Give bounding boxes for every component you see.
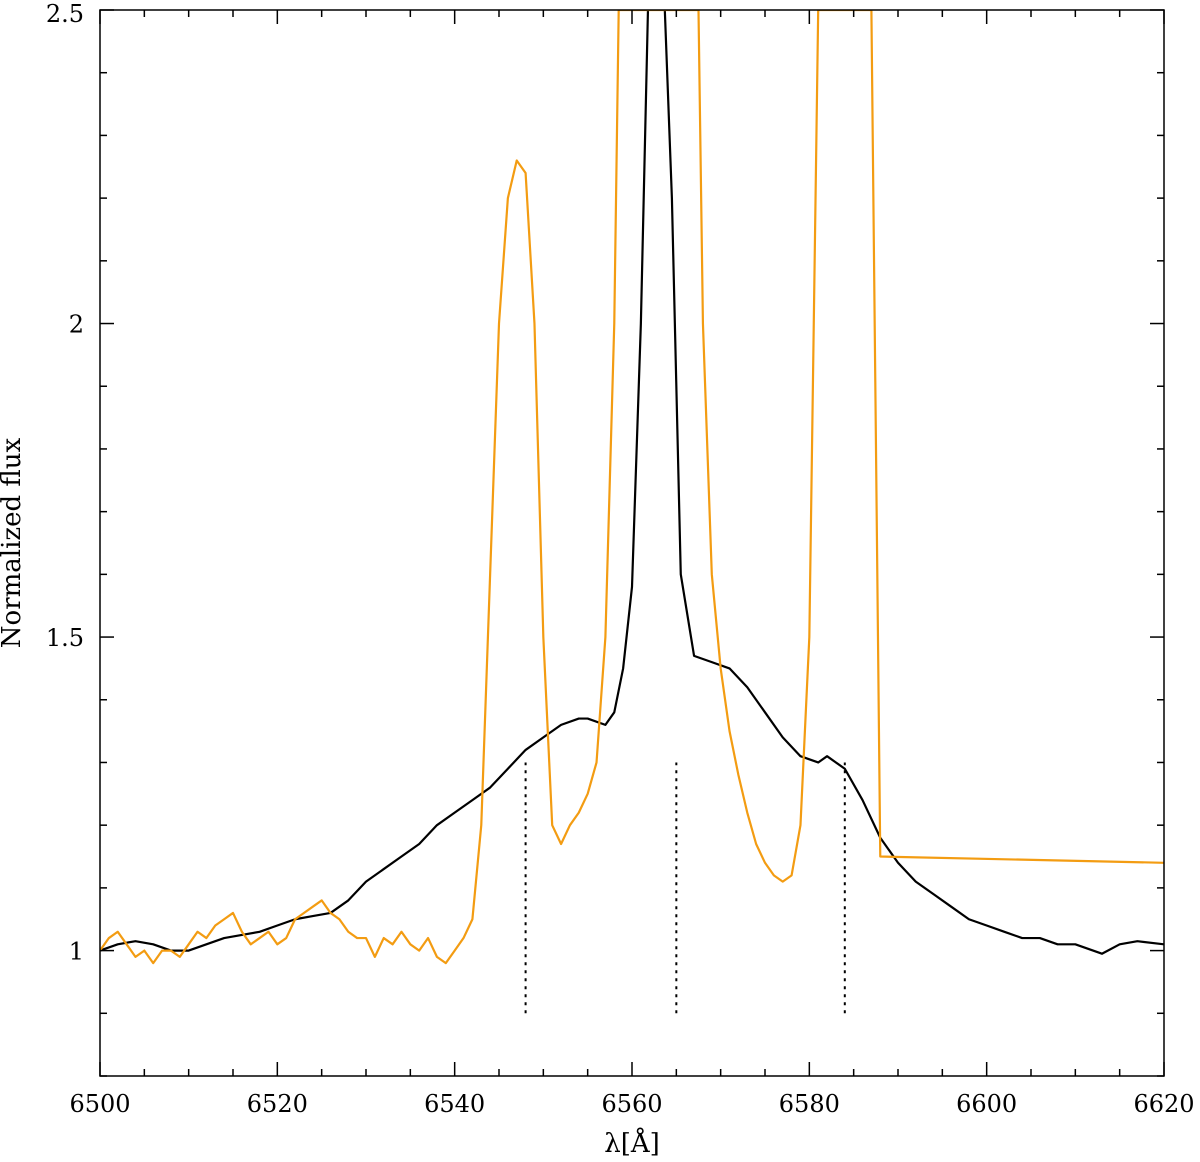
x-axis-title: λ[Å] — [604, 1127, 660, 1159]
y-tick-label: 1 — [69, 938, 84, 966]
x-tick-label: 6600 — [956, 1090, 1017, 1118]
y-tick-label: 2 — [69, 311, 84, 339]
tick-layer — [99, 9, 1165, 1077]
plot-frame — [99, 9, 1165, 1077]
x-tick-label: 6620 — [1133, 1090, 1194, 1118]
tick-label-layer: 6500 6520 6540 6560 6580 6600 6620 1 1.5 2 2.5 — [46, 0, 1195, 1118]
x-tick-label: 6500 — [69, 1090, 130, 1118]
y-tick-label: 1.5 — [46, 624, 84, 652]
x-tick-label: 6580 — [779, 1090, 840, 1118]
series-line-black — [100, 10, 1164, 955]
x-tick-label: 6520 — [247, 1090, 308, 1118]
series-line-orange — [100, 10, 1164, 965]
y-tick-label: 2.5 — [46, 0, 84, 28]
x-tick-label: 6560 — [601, 1090, 662, 1118]
y-axis-title: Normalized flux — [0, 437, 27, 648]
series-layer — [100, 10, 1164, 965]
x-tick-label: 6540 — [424, 1090, 485, 1118]
marker-layer — [524, 762, 846, 1014]
